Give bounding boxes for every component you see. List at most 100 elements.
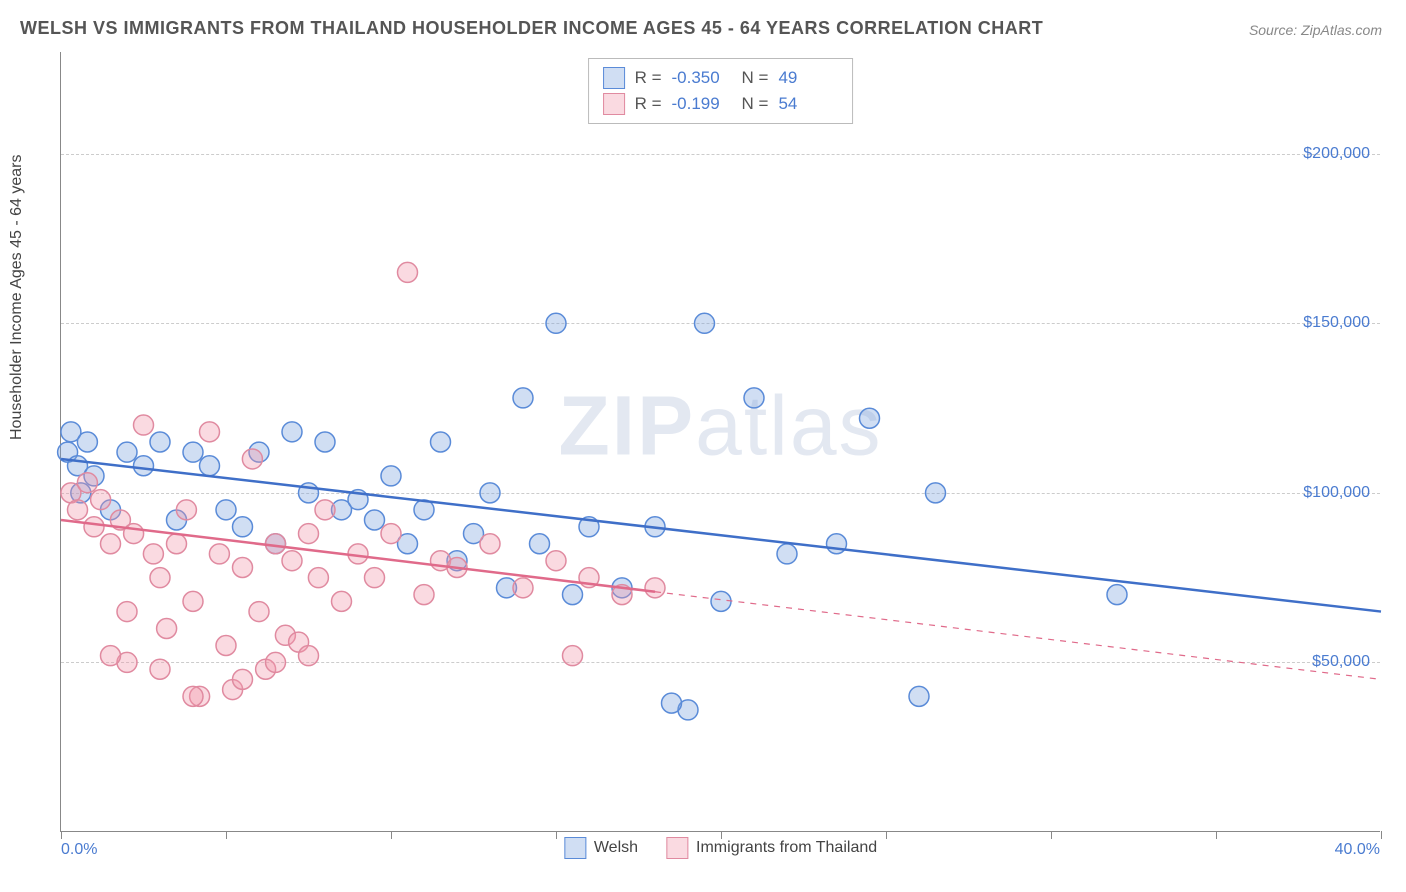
data-point [546, 551, 566, 571]
data-point [183, 591, 203, 611]
data-point [134, 456, 154, 476]
data-point [645, 578, 665, 598]
x-axis-max-label: 40.0% [1335, 841, 1380, 859]
stats-legend: R = -0.350 N = 49 R = -0.199 N = 54 [588, 58, 854, 124]
data-point [143, 544, 163, 564]
x-tick [226, 831, 227, 839]
data-point [200, 422, 220, 442]
data-point [365, 510, 385, 530]
data-point [299, 646, 319, 666]
data-point [513, 578, 533, 598]
trend-line-dashed [655, 592, 1381, 680]
data-point [209, 544, 229, 564]
data-point [233, 669, 253, 689]
series-legend-item: Welsh [564, 837, 638, 859]
x-tick [391, 831, 392, 839]
x-tick [1051, 831, 1052, 839]
data-point [183, 442, 203, 462]
data-point [381, 466, 401, 486]
x-tick [886, 831, 887, 839]
data-point [744, 388, 764, 408]
n-label: N = [742, 68, 769, 88]
data-point [150, 432, 170, 452]
data-point [157, 619, 177, 639]
x-tick [1381, 831, 1382, 839]
data-point [183, 686, 203, 706]
data-point [414, 585, 434, 605]
data-point [266, 652, 286, 672]
legend-swatch [564, 837, 586, 859]
data-point [266, 534, 286, 554]
series-legend-item: Immigrants from Thailand [666, 837, 877, 859]
n-value: 54 [778, 94, 838, 114]
series-name: Welsh [594, 839, 638, 857]
data-point [84, 517, 104, 537]
data-point [398, 262, 418, 282]
data-point [176, 500, 196, 520]
data-point [365, 568, 385, 588]
data-point [249, 602, 269, 622]
r-label: R = [635, 94, 662, 114]
stats-legend-row: R = -0.350 N = 49 [603, 65, 839, 91]
data-point [77, 432, 97, 452]
data-point [1107, 585, 1127, 605]
data-point [315, 500, 335, 520]
data-point [315, 432, 335, 452]
data-point [117, 602, 137, 622]
data-point [101, 534, 121, 554]
data-point [711, 591, 731, 611]
data-point [332, 591, 352, 611]
legend-swatch [666, 837, 688, 859]
data-point [860, 408, 880, 428]
plot-area: ZIPatlas $50,000$100,000$150,000$200,000… [60, 52, 1380, 832]
x-tick [556, 831, 557, 839]
data-point [68, 500, 88, 520]
data-point [216, 635, 236, 655]
data-point [134, 415, 154, 435]
data-point [513, 388, 533, 408]
series-name: Immigrants from Thailand [696, 839, 877, 857]
data-point [77, 473, 97, 493]
legend-swatch [603, 93, 625, 115]
x-tick [1216, 831, 1217, 839]
data-point [299, 524, 319, 544]
data-point [695, 313, 715, 333]
data-point [101, 646, 121, 666]
data-point [200, 456, 220, 476]
data-point [480, 534, 500, 554]
data-point [662, 693, 682, 713]
n-value: 49 [778, 68, 838, 88]
chart-container: WELSH VS IMMIGRANTS FROM THAILAND HOUSEH… [0, 0, 1406, 892]
legend-swatch [603, 67, 625, 89]
data-point [563, 585, 583, 605]
data-point [150, 568, 170, 588]
data-point [909, 686, 929, 706]
series-legend: Welsh Immigrants from Thailand [564, 837, 877, 859]
stats-legend-row: R = -0.199 N = 54 [603, 91, 839, 117]
data-point [124, 524, 144, 544]
n-label: N = [742, 94, 769, 114]
data-point [282, 551, 302, 571]
data-point [431, 432, 451, 452]
data-point [926, 483, 946, 503]
data-point [233, 517, 253, 537]
data-point [150, 659, 170, 679]
data-point [546, 313, 566, 333]
chart-title: WELSH VS IMMIGRANTS FROM THAILAND HOUSEH… [20, 18, 1043, 39]
data-point [117, 442, 137, 462]
data-point [381, 524, 401, 544]
data-point [308, 568, 328, 588]
trend-line [61, 459, 1381, 612]
y-axis-label: Householder Income Ages 45 - 64 years [8, 155, 26, 441]
data-point [242, 449, 262, 469]
r-label: R = [635, 68, 662, 88]
data-point [233, 557, 253, 577]
x-axis-min-label: 0.0% [61, 841, 97, 859]
data-point [777, 544, 797, 564]
data-point [480, 483, 500, 503]
r-value: -0.199 [672, 94, 732, 114]
data-point [167, 534, 187, 554]
r-value: -0.350 [672, 68, 732, 88]
data-point [282, 422, 302, 442]
data-point [563, 646, 583, 666]
